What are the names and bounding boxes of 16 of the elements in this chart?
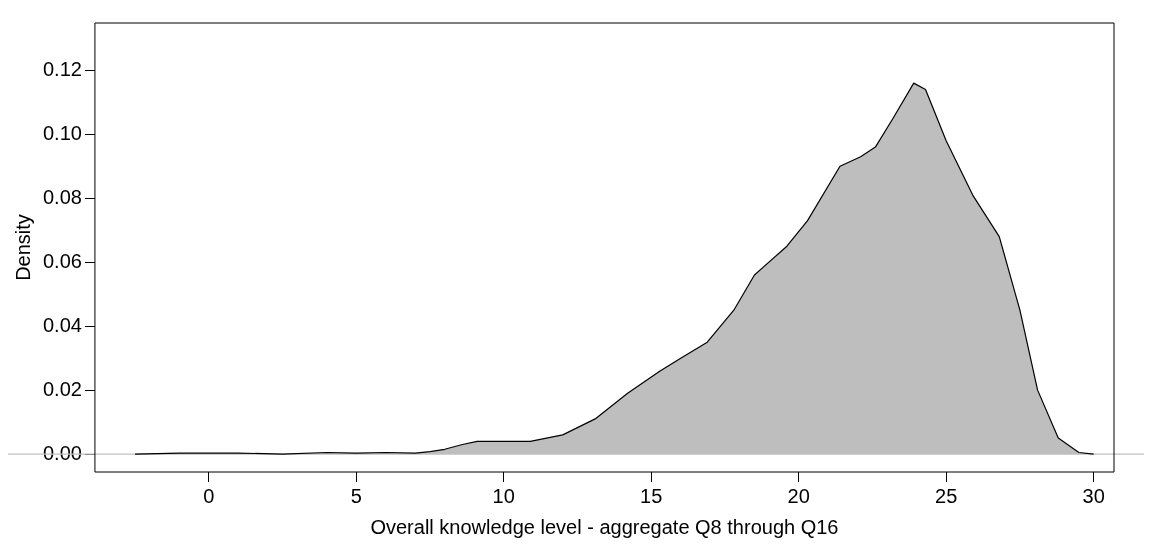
y-tick-label: 0.08 bbox=[42, 185, 82, 208]
x-tick-label: 20 bbox=[787, 484, 810, 507]
y-tick-label: 0.06 bbox=[42, 249, 82, 272]
x-axis-title: Overall knowledge level - aggregate Q8 through Q16 bbox=[370, 515, 839, 538]
x-tick-label: 25 bbox=[935, 484, 958, 507]
y-axis-title: Density bbox=[11, 214, 34, 281]
x-tick-label: 5 bbox=[350, 484, 362, 507]
x-tick-label: 10 bbox=[492, 484, 515, 507]
y-tick-label: 0.00 bbox=[42, 441, 82, 464]
x-tick-label: 0 bbox=[203, 484, 215, 507]
x-tick-label: 30 bbox=[1082, 484, 1105, 507]
y-tick-label: 0.10 bbox=[42, 121, 82, 144]
y-tick-label: 0.04 bbox=[42, 313, 82, 336]
x-tick-label: 15 bbox=[640, 484, 663, 507]
y-tick-label: 0.02 bbox=[42, 377, 82, 400]
y-tick-label: 0.12 bbox=[42, 57, 82, 80]
